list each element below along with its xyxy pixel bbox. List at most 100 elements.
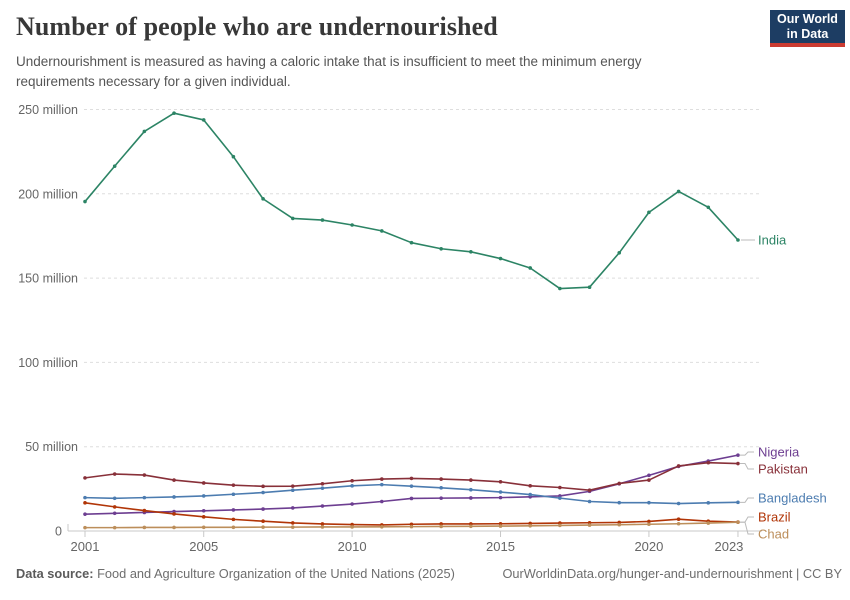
data-point-nigeria[interactable]	[201, 508, 206, 513]
data-point-pakistan[interactable]	[736, 461, 740, 466]
data-point-india[interactable]	[320, 218, 325, 222]
legend-label-nigeria[interactable]: Nigeria	[758, 445, 800, 460]
legend-label-pakistan[interactable]: Pakistan	[758, 462, 808, 477]
series-line-india[interactable]	[84, 112, 739, 290]
data-point-pakistan[interactable]	[142, 473, 147, 477]
canonical-link[interactable]: OurWorldinData.org/hunger-and-undernouri…	[502, 566, 842, 581]
data-point-india[interactable]	[142, 129, 147, 134]
data-point-india[interactable]	[736, 238, 740, 242]
legend-label-chad[interactable]: Chad	[758, 527, 789, 542]
data-point-pakistan[interactable]	[409, 476, 414, 481]
data-point-chad[interactable]	[439, 524, 443, 529]
data-point-chad[interactable]	[320, 525, 325, 529]
data-point-brazil[interactable]	[261, 519, 265, 524]
data-point-nigeria[interactable]	[439, 496, 443, 500]
data-point-india[interactable]	[558, 286, 562, 291]
data-point-pakistan[interactable]	[439, 477, 443, 481]
data-point-india[interactable]	[112, 164, 117, 168]
data-point-bangladesh[interactable]	[231, 492, 236, 497]
data-point-pakistan[interactable]	[617, 481, 622, 486]
data-point-india[interactable]	[380, 229, 384, 233]
data-point-nigeria[interactable]	[350, 502, 354, 506]
data-point-pakistan[interactable]	[380, 477, 384, 481]
data-point-bangladesh[interactable]	[320, 486, 325, 490]
data-point-pakistan[interactable]	[112, 472, 117, 476]
data-point-india[interactable]	[172, 111, 176, 116]
data-point-chad[interactable]	[647, 522, 651, 527]
data-point-pakistan[interactable]	[558, 485, 562, 490]
data-point-bangladesh[interactable]	[112, 496, 117, 501]
data-point-chad[interactable]	[172, 525, 176, 530]
legend-label-bangladesh[interactable]: Bangladesh	[758, 491, 827, 506]
data-point-pakistan[interactable]	[498, 479, 503, 484]
data-point-chad[interactable]	[231, 525, 236, 530]
data-point-nigeria[interactable]	[261, 507, 265, 511]
data-point-chad[interactable]	[617, 522, 622, 527]
data-point-brazil[interactable]	[112, 505, 117, 509]
data-point-bangladesh[interactable]	[380, 482, 384, 487]
data-point-chad[interactable]	[528, 523, 532, 528]
data-point-brazil[interactable]	[439, 522, 443, 526]
data-point-india[interactable]	[83, 199, 87, 204]
data-point-pakistan[interactable]	[647, 478, 651, 482]
data-point-nigeria[interactable]	[112, 511, 117, 516]
data-point-india[interactable]	[350, 223, 354, 227]
legend-label-brazil[interactable]: Brazil	[758, 510, 791, 525]
data-point-brazil[interactable]	[83, 501, 87, 505]
data-point-bangladesh[interactable]	[439, 486, 443, 490]
data-point-chad[interactable]	[676, 521, 681, 526]
data-point-bangladesh[interactable]	[498, 490, 503, 494]
data-point-india[interactable]	[231, 154, 236, 159]
data-point-pakistan[interactable]	[320, 481, 325, 486]
data-point-pakistan[interactable]	[231, 483, 236, 487]
data-point-pakistan[interactable]	[469, 478, 473, 482]
data-point-chad[interactable]	[469, 524, 473, 529]
data-point-chad[interactable]	[112, 525, 117, 530]
data-point-india[interactable]	[587, 285, 592, 290]
data-point-brazil[interactable]	[201, 515, 206, 519]
data-point-chad[interactable]	[736, 520, 740, 525]
data-point-nigeria[interactable]	[409, 496, 414, 501]
data-point-india[interactable]	[647, 210, 651, 215]
data-point-india[interactable]	[617, 251, 622, 255]
data-point-nigeria[interactable]	[498, 495, 503, 500]
data-point-india[interactable]	[201, 118, 206, 122]
data-point-chad[interactable]	[587, 523, 592, 527]
data-point-nigeria[interactable]	[380, 499, 384, 504]
series-line-brazil[interactable]	[84, 502, 738, 526]
data-point-india[interactable]	[409, 240, 414, 245]
data-point-nigeria[interactable]	[231, 508, 236, 512]
data-point-brazil[interactable]	[320, 522, 325, 526]
data-point-india[interactable]	[439, 246, 443, 251]
data-point-brazil[interactable]	[231, 517, 236, 522]
data-point-bangladesh[interactable]	[617, 500, 622, 505]
data-point-pakistan[interactable]	[350, 478, 354, 483]
data-point-nigeria[interactable]	[83, 512, 87, 516]
data-point-bangladesh[interactable]	[290, 488, 295, 492]
data-point-bangladesh[interactable]	[528, 492, 532, 497]
owid-logo[interactable]: Our World in Data	[770, 10, 845, 47]
data-point-chad[interactable]	[290, 525, 295, 529]
data-point-chad[interactable]	[261, 525, 265, 529]
data-point-bangladesh[interactable]	[558, 496, 562, 500]
legend-label-india[interactable]: India	[758, 232, 787, 247]
data-point-nigeria[interactable]	[320, 504, 325, 508]
data-point-india[interactable]	[469, 249, 473, 254]
data-point-pakistan[interactable]	[261, 484, 265, 489]
data-point-bangladesh[interactable]	[469, 487, 473, 492]
data-point-bangladesh[interactable]	[706, 501, 711, 505]
data-point-bangladesh[interactable]	[172, 495, 176, 499]
data-point-bangladesh[interactable]	[261, 490, 265, 495]
data-point-chad[interactable]	[498, 524, 503, 528]
data-point-chad[interactable]	[409, 524, 414, 529]
data-point-nigeria[interactable]	[647, 473, 651, 478]
data-point-chad[interactable]	[350, 525, 354, 529]
data-point-nigeria[interactable]	[469, 496, 473, 500]
data-point-bangladesh[interactable]	[409, 484, 414, 488]
data-point-india[interactable]	[261, 197, 265, 201]
data-point-nigeria[interactable]	[290, 506, 295, 510]
data-point-chad[interactable]	[83, 525, 87, 530]
data-point-brazil[interactable]	[290, 521, 295, 525]
data-point-chad[interactable]	[380, 524, 384, 529]
